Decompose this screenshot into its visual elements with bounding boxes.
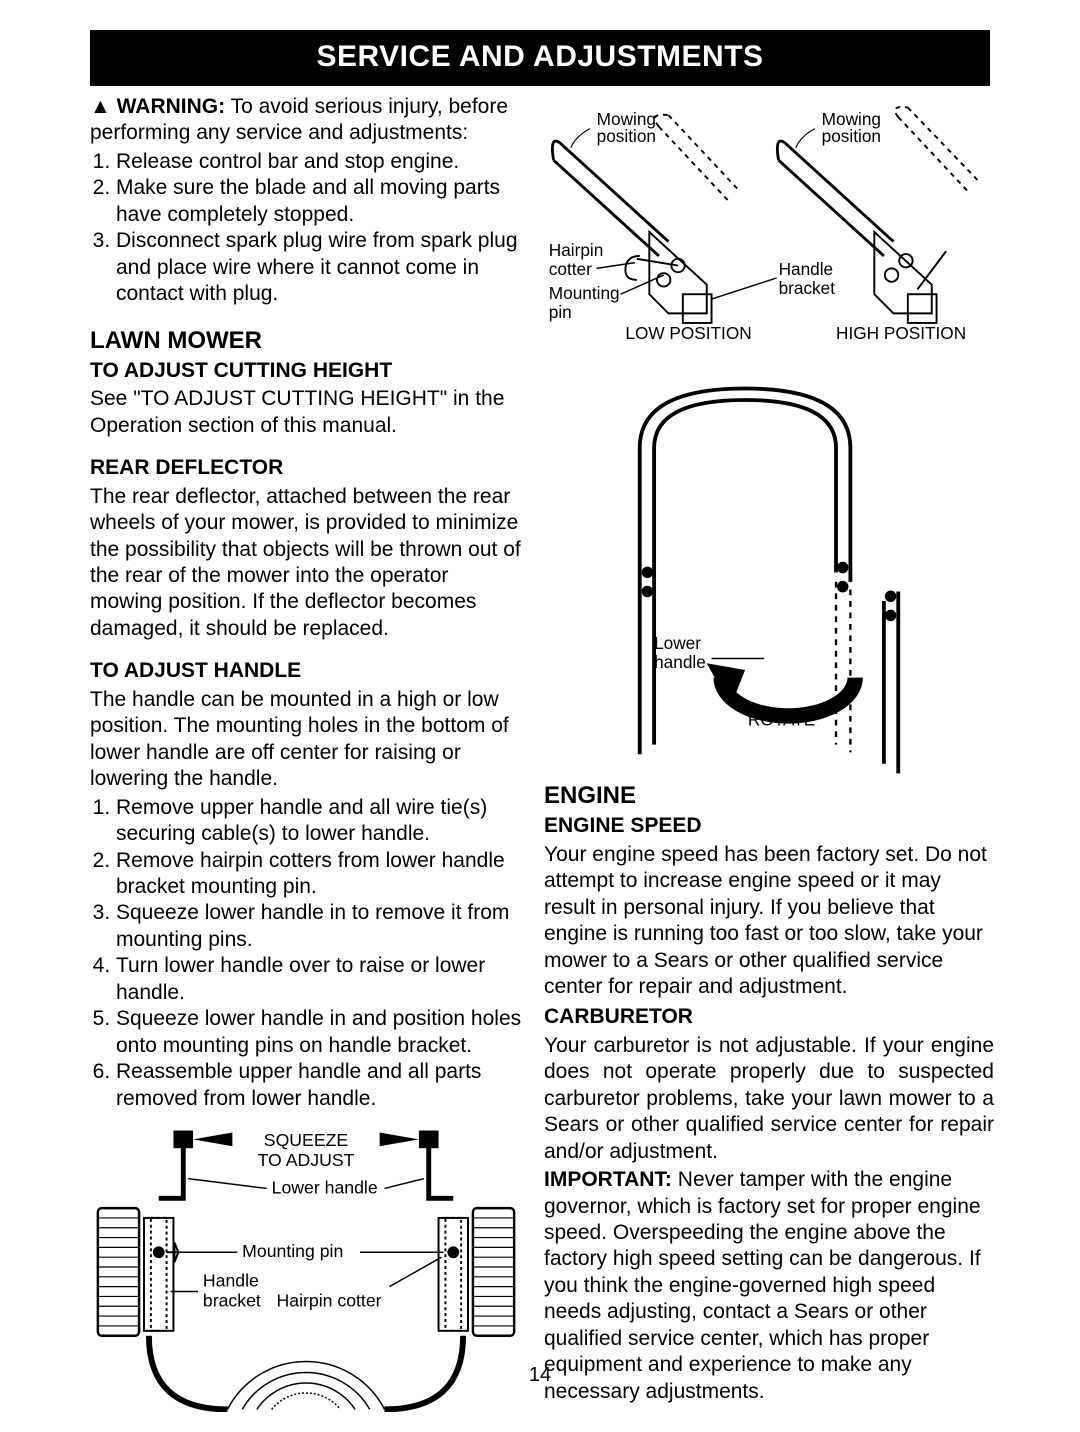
mowing-position-left-label: Mowingposition: [597, 109, 656, 146]
high-position-label: HIGH POSITION: [836, 323, 966, 343]
page-number: 14: [529, 1364, 551, 1387]
page: SERVICE AND ADJUSTMENTS ▲ WARNING: To av…: [0, 0, 1080, 1432]
important-label: IMPORTANT:: [544, 1168, 672, 1191]
cutting-height-heading: TO ADJUST CUTTING HEIGHT: [90, 358, 522, 384]
handle-step: Squeeze lower handle in and position hol…: [116, 1006, 522, 1059]
warning-label: WARNING:: [117, 95, 226, 118]
right-column: Mowingposition: [544, 92, 994, 1412]
hairpin-cotter-label: Hairpin cotter: [277, 1290, 382, 1310]
rear-deflector-heading: REAR DEFLECTOR: [90, 455, 522, 481]
handle-label-r: Handle: [779, 259, 834, 279]
mounting-label: Mounting: [549, 283, 620, 303]
squeeze-diagram-svg: SQUEEZETO ADJUST Lower handle Mounting p…: [90, 1122, 522, 1412]
warning-icon: ▲: [90, 95, 111, 118]
handle-label2: handle: [654, 652, 706, 672]
warning-step: Disconnect spark plug wire from spark pl…: [116, 228, 522, 307]
engine-speed-text: Your engine speed has been factory set. …: [544, 842, 994, 1001]
rotate-handle-svg: Lower handle ROTATE: [544, 372, 994, 787]
engine-speed-heading: ENGINE SPEED: [544, 813, 994, 839]
handle-step: Remove hairpin cotters from lower handle…: [116, 848, 522, 901]
figure-rotate-handle: Lower handle ROTATE: [544, 372, 994, 787]
adjust-handle-steps: Remove upper handle and all wire tie(s) …: [90, 795, 522, 1112]
handle-label: Handle: [203, 1271, 259, 1291]
important-text: Never tamper with the engine governor, w…: [544, 1168, 981, 1403]
carburetor-text: Your carburetor is not adjustable. If yo…: [544, 1033, 994, 1165]
warning-steps: Release control bar and stop engine. Mak…: [90, 149, 522, 308]
left-column: ▲ WARNING: To avoid serious injury, befo…: [90, 92, 522, 1412]
lawn-mower-heading: LAWN MOWER: [90, 326, 522, 356]
adjust-handle-heading: TO ADJUST HANDLE: [90, 658, 522, 684]
mowing-position-right-label: Mowingposition: [822, 109, 881, 146]
carburetor-important: IMPORTANT: Never tamper with the engine …: [544, 1167, 994, 1405]
lower-handle-label: Lower handle: [272, 1177, 378, 1197]
title-bar: SERVICE AND ADJUSTMENTS: [90, 30, 990, 86]
squeeze-label: SQUEEZETO ADJUST: [258, 1130, 355, 1170]
pin-label: pin: [549, 302, 572, 322]
two-column-layout: ▲ WARNING: To avoid serious injury, befo…: [90, 92, 990, 1412]
handle-step: Squeeze lower handle in to remove it fro…: [116, 900, 522, 953]
handle-step: Turn lower handle over to raise or lower…: [116, 953, 522, 1006]
mounting-pin-label: Mounting pin: [242, 1241, 343, 1261]
rear-deflector-text: The rear deflector, attached between the…: [90, 484, 522, 643]
cotter-label: cotter: [549, 259, 592, 279]
handle-step: Reassemble upper handle and all parts re…: [116, 1059, 522, 1112]
adjust-handle-intro: The handle can be mounted in a high or l…: [90, 687, 522, 793]
warning-step: Release control bar and stop engine.: [116, 149, 522, 175]
hairpin-label: Hairpin: [549, 240, 604, 260]
rotate-label: ROTATE: [748, 710, 815, 730]
cutting-height-text: See "TO ADJUST CUTTING HEIGHT" in the Op…: [90, 386, 522, 439]
carburetor-heading: CARBURETOR: [544, 1004, 994, 1030]
figure-handle-position: Mowingposition: [544, 102, 994, 362]
warning-step: Make sure the blade and all moving parts…: [116, 175, 522, 228]
handle-step: Remove upper handle and all wire tie(s) …: [116, 795, 522, 848]
bracket-label: bracket: [203, 1290, 261, 1310]
handle-position-svg: Mowingposition: [544, 102, 994, 362]
warning-paragraph: ▲ WARNING: To avoid serious injury, befo…: [90, 94, 522, 147]
figure-squeeze-adjust: SQUEEZETO ADJUST Lower handle Mounting p…: [90, 1122, 522, 1412]
low-position-label: LOW POSITION: [625, 323, 751, 343]
lower-label: Lower: [654, 633, 701, 653]
bracket-label-r: bracket: [779, 278, 836, 298]
